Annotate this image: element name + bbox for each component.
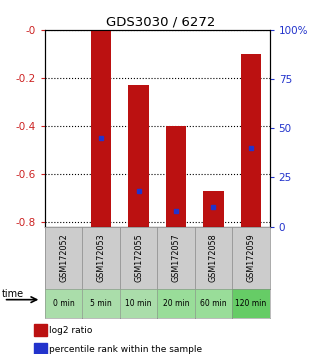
Bar xyxy=(91,30,111,227)
Text: 120 min: 120 min xyxy=(235,299,266,308)
Text: GDS3030 / 6272: GDS3030 / 6272 xyxy=(106,16,215,29)
Bar xyxy=(34,343,47,354)
Text: 5 min: 5 min xyxy=(90,299,112,308)
Text: GSM172058: GSM172058 xyxy=(209,233,218,282)
Text: 60 min: 60 min xyxy=(200,299,227,308)
Bar xyxy=(203,190,224,227)
Text: GSM172052: GSM172052 xyxy=(59,233,68,282)
Text: 0 min: 0 min xyxy=(53,299,74,308)
Text: GSM172055: GSM172055 xyxy=(134,233,143,282)
Bar xyxy=(128,85,149,227)
Text: GSM172053: GSM172053 xyxy=(97,233,106,282)
Text: percentile rank within the sample: percentile rank within the sample xyxy=(49,345,202,354)
Text: GSM172059: GSM172059 xyxy=(247,233,256,282)
Text: log2 ratio: log2 ratio xyxy=(49,326,92,335)
Bar xyxy=(241,54,261,227)
Text: GSM172057: GSM172057 xyxy=(171,233,180,282)
Text: 20 min: 20 min xyxy=(163,299,189,308)
Text: 10 min: 10 min xyxy=(125,299,152,308)
Text: time: time xyxy=(2,289,24,299)
Bar xyxy=(166,126,186,227)
Bar xyxy=(34,324,47,336)
